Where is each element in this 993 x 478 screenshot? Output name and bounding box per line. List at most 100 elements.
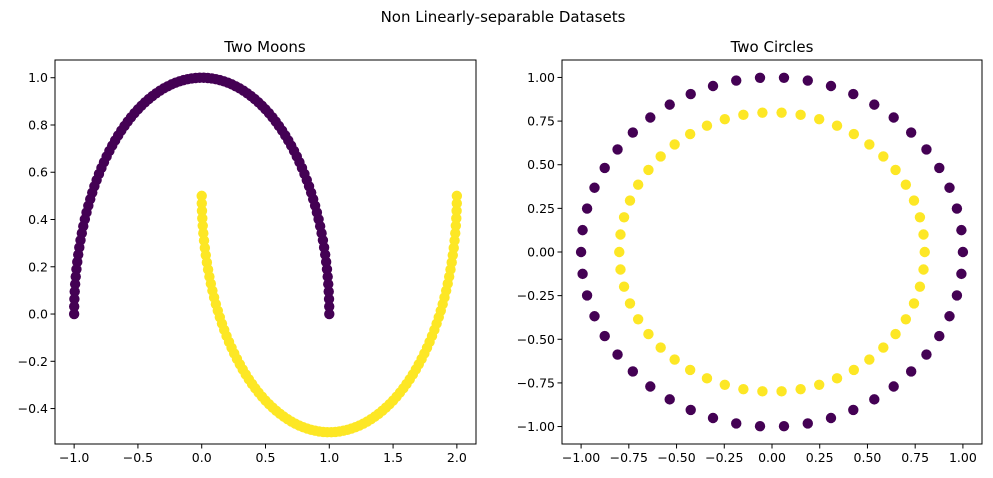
two-circles-point-class-1 <box>878 342 889 353</box>
two-moons-point-class-1 <box>451 198 462 209</box>
two-circles-point-class-1 <box>684 364 696 376</box>
two-circles-point-class-0 <box>589 311 600 322</box>
two-moons-x-tick-label: 1.5 <box>383 450 403 465</box>
two-circles-point-class-0 <box>921 349 932 360</box>
two-circles-point-class-1 <box>776 386 787 397</box>
two-circles-point-class-0 <box>778 421 790 432</box>
two-circles-point-class-0 <box>627 366 639 377</box>
two-circles-point-class-1 <box>655 342 666 353</box>
two-moons-y-tick-label: −0.2 <box>18 354 48 369</box>
two-circles-points <box>575 72 969 432</box>
two-circles-y-tick-label: 0.75 <box>527 114 555 129</box>
two-circles-point-class-1 <box>914 281 926 292</box>
two-circles-point-class-1 <box>618 212 630 223</box>
two-circles-point-class-1 <box>719 114 730 125</box>
two-circles-point-class-1 <box>918 229 929 240</box>
two-circles-frame <box>561 59 983 445</box>
two-circles-point-class-1 <box>719 379 730 390</box>
two-circles-x-tick-label: 0.25 <box>806 450 834 465</box>
two-circles-point-class-0 <box>944 311 955 322</box>
two-circles-point-class-1 <box>914 212 926 223</box>
two-circles-y-tick-label: −0.25 <box>517 288 555 303</box>
two-circles-point-class-0 <box>951 203 963 214</box>
two-circles-point-class-1 <box>632 314 644 325</box>
two-circles-point-class-1 <box>776 107 787 118</box>
two-moons-point-class-1 <box>197 213 208 224</box>
figure-suptitle: Non Linearly-separable Datasets <box>381 8 626 26</box>
two-circles-point-class-0 <box>599 162 610 174</box>
two-circles-point-class-1 <box>632 179 644 190</box>
two-circles-point-class-1 <box>738 383 749 395</box>
two-circles-point-class-0 <box>956 268 967 280</box>
two-circles-point-class-0 <box>905 127 917 138</box>
two-moons-point-class-1 <box>196 198 207 209</box>
two-circles-point-class-0 <box>707 80 719 92</box>
two-moons-frame <box>54 59 477 445</box>
two-circles-point-class-0 <box>754 421 766 432</box>
two-moons-y-tick-label: 0.0 <box>28 307 48 322</box>
two-circles-point-class-0 <box>848 404 859 416</box>
two-moons-point-class-0 <box>69 293 80 305</box>
two-circles-x-tick-label: 1.00 <box>949 450 977 465</box>
two-circles-point-class-1 <box>669 139 680 150</box>
two-circles-point-class-0 <box>707 412 719 424</box>
two-circles-point-class-1 <box>831 373 843 384</box>
two-circles-y-tick-label: −1.00 <box>517 419 555 434</box>
two-circles-point-class-0 <box>577 224 588 236</box>
two-circles-point-class-1 <box>890 164 901 176</box>
two-moons-x-ticks: −1.0 −0.5 0.0 0.5 1.0 1.5 2.0 <box>59 444 467 465</box>
two-moons-point-class-0 <box>68 308 80 320</box>
two-circles-x-tick-label: −0.50 <box>657 450 695 465</box>
two-circles-point-class-1 <box>684 128 696 140</box>
two-circles-point-class-1 <box>878 151 889 162</box>
two-circles-point-class-1 <box>814 379 825 390</box>
two-circles-y-tick-label: 1.00 <box>527 70 555 85</box>
two-circles-point-class-0 <box>802 418 813 429</box>
two-moons-x-tick-label: 0.0 <box>192 450 212 465</box>
two-circles-x-tick-label: 0.75 <box>901 450 929 465</box>
two-moons-point-class-0 <box>324 301 335 312</box>
two-circles-point-class-0 <box>612 349 623 360</box>
two-circles-point-class-1 <box>669 354 680 365</box>
two-circles-point-class-1 <box>890 328 901 340</box>
two-moons-point-class-1 <box>451 205 462 217</box>
two-moons-point-class-1 <box>197 220 208 231</box>
two-circles-point-class-0 <box>731 75 742 86</box>
two-circles-point-class-1 <box>908 195 920 206</box>
two-moons-point-class-1 <box>196 205 208 217</box>
two-moons-axes: Two Moons −1.0 −0.5 0.0 0.5 1.0 1.5 2.0 −0.4−0… <box>18 38 477 465</box>
two-moons-point-class-1 <box>450 220 462 231</box>
two-circles-point-class-1 <box>908 298 920 309</box>
two-moons-x-tick-label: 0.5 <box>256 450 276 465</box>
two-circles-point-class-0 <box>778 72 790 84</box>
two-circles-point-class-0 <box>869 99 880 110</box>
two-circles-y-ticks: −1.00 −0.75 −0.50 −0.25 0.00 0.25 0.50 0.75 1.00 <box>517 70 562 434</box>
two-moons-point-class-0 <box>69 301 80 312</box>
two-circles-point-class-0 <box>944 182 955 193</box>
two-circles-point-class-0 <box>754 72 766 84</box>
two-circles-point-class-0 <box>581 290 593 301</box>
two-circles-point-class-0 <box>664 394 675 405</box>
two-moons-point-class-1 <box>451 213 462 224</box>
two-circles-x-tick-label: 0.00 <box>758 450 786 465</box>
two-circles-point-class-0 <box>612 144 623 155</box>
two-moons-point-class-0 <box>70 271 81 282</box>
two-moons-point-class-0 <box>323 286 334 297</box>
two-circles-point-class-0 <box>731 418 742 429</box>
two-circles-point-class-1 <box>864 139 875 150</box>
two-circles-point-class-1 <box>795 109 806 121</box>
two-moons-y-tick-label: 0.2 <box>28 259 48 274</box>
two-circles-y-tick-label: 0.50 <box>527 157 555 172</box>
two-circles-point-class-1 <box>900 179 912 190</box>
two-moons-x-tick-label: 2.0 <box>447 450 467 465</box>
two-moons-y-tick-label: 1.0 <box>28 70 48 85</box>
two-circles-point-class-0 <box>888 381 899 392</box>
two-circles-point-class-1 <box>900 314 912 325</box>
two-circles-point-class-0 <box>934 330 945 342</box>
two-circles-point-class-0 <box>905 366 917 377</box>
two-circles-point-class-1 <box>624 298 636 309</box>
two-circles-point-class-0 <box>581 203 593 214</box>
two-moons-point-class-1 <box>451 190 463 202</box>
two-circles-point-class-1 <box>757 107 768 118</box>
